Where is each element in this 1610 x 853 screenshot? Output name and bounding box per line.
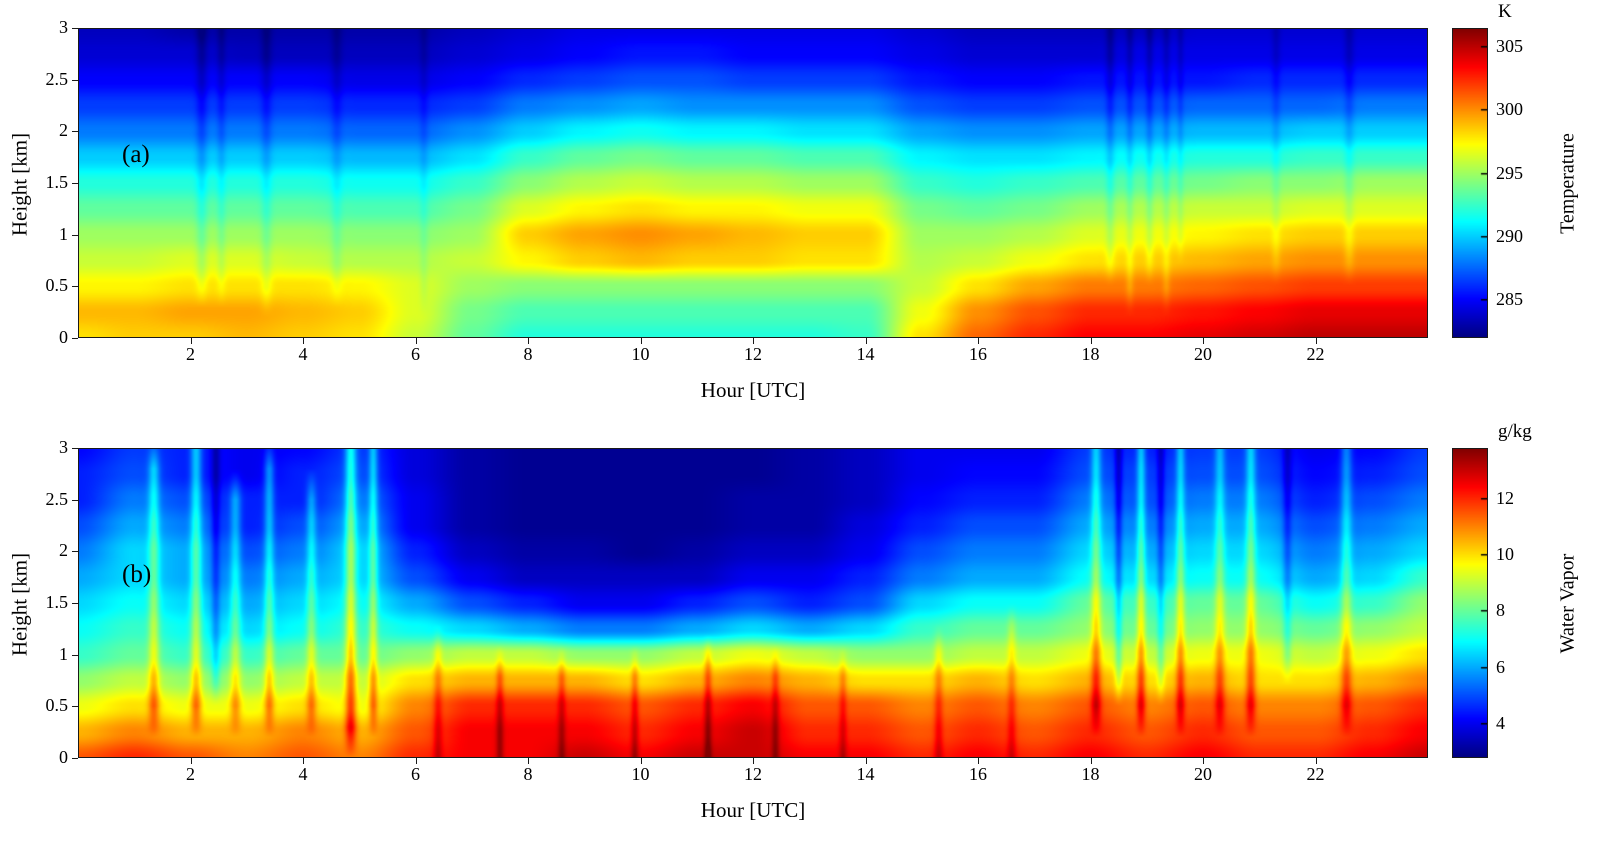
colorbar-tick-label: 12 [1496,487,1514,508]
water-vapor-heatmap-canvas [78,448,1428,758]
y-tick-label: 3 [59,17,68,37]
y-tick-label: 1.5 [45,172,69,192]
x-tick-mark [640,758,642,764]
x-tick-mark [1315,758,1317,764]
x-tick-label: 4 [298,344,308,364]
x-tick-mark [1203,758,1204,764]
x-tick-label: 8 [523,764,533,784]
x-tick-mark [1315,338,1317,344]
x-tick-label: 2 [186,764,195,784]
x-tick-mark [303,338,304,344]
colorbar-tick-label: 4 [1496,713,1505,734]
x-tick-mark [1090,758,1092,764]
y-tick-mark [72,499,78,501]
colorbar-title: Temperature [1556,133,1579,234]
colorbar-tick-label: 285 [1496,289,1523,310]
x-tick-mark [978,338,979,344]
x-tick-mark [190,758,192,764]
y-tick-mark [72,758,78,759]
y-tick-mark [72,551,78,553]
colorbar-tick-label: 290 [1496,225,1523,246]
panel-water-vapor: Height [km] (b) Hour [UTC] g/kg Water Va… [0,421,1610,848]
x-tick-label: 20 [1194,764,1212,784]
y-tick-label: 2.5 [45,488,69,509]
x-tick-label: 18 [1081,344,1100,364]
colorbar-unit-label: K [1498,1,1512,22]
x-tick-mark [753,758,754,764]
y-tick-label: 0.5 [45,275,69,296]
x-tick-label: 20 [1194,344,1212,364]
colorbar-tick-label: 8 [1496,600,1505,621]
x-tick-label: 18 [1081,764,1100,784]
y-tick-label: 2 [59,120,68,141]
x-tick-label: 22 [1306,344,1325,364]
x-tick-label: 12 [744,344,762,364]
y-tick-mark [72,338,78,339]
x-tick-label: 16 [969,764,987,784]
x-tick-mark [190,338,192,344]
y-tick-mark [72,603,78,604]
x-tick-label: 6 [411,764,420,784]
y-tick-label: 1.5 [45,592,69,612]
x-tick-label: 6 [411,344,420,364]
panel-temperature: Height [km] (a) Hour [UTC] K Temperature… [0,1,1610,428]
colorbar-tick-label: 300 [1496,99,1523,120]
y-tick-mark [72,448,78,449]
x-tick-label: 8 [523,344,533,364]
x-tick-label: 10 [631,344,650,364]
x-tick-mark [528,338,529,344]
water-vapor-colorbar-canvas [1452,448,1488,758]
x-tick-mark [1203,338,1204,344]
x-tick-label: 14 [856,764,875,784]
x-tick-label: 14 [856,344,875,364]
x-tick-mark [415,338,417,344]
y-tick-label: 1 [59,643,68,664]
x-tick-mark [978,758,979,764]
colorbar-tick-label: 10 [1496,544,1514,565]
colorbar-title: Water Vapor [1556,553,1579,654]
y-tick-label: 3 [59,437,68,457]
temperature-colorbar-canvas [1452,28,1488,338]
x-tick-mark [865,758,867,764]
colorbar-tick-label: 6 [1496,656,1505,677]
y-tick-mark [72,131,78,133]
x-tick-mark [1090,338,1092,344]
y-tick-mark [72,79,78,81]
y-tick-label: 0 [59,747,68,767]
y-tick-label: 2 [59,540,68,561]
x-tick-mark [415,758,417,764]
x-axis-label: Hour [UTC] [700,378,806,402]
colorbar-tick-label: 305 [1496,35,1523,56]
y-tick-mark [72,183,78,184]
x-axis-label: Hour [UTC] [700,798,806,822]
y-tick-mark [72,28,78,29]
x-tick-mark [640,338,642,344]
x-tick-label: 4 [298,764,308,784]
y-tick-mark [72,654,78,656]
y-tick-label: 1 [59,223,68,244]
temperature-heatmap-canvas [78,28,1428,338]
panel-letter-a: (a) [122,141,150,168]
x-tick-label: 16 [969,344,987,364]
x-tick-mark [528,758,529,764]
y-tick-mark [72,286,78,288]
y-tick-label: 0.5 [45,695,69,716]
x-tick-label: 10 [631,764,650,784]
x-tick-mark [865,338,867,344]
x-tick-label: 2 [186,344,195,364]
x-tick-mark [303,758,304,764]
x-tick-label: 22 [1306,764,1325,784]
x-tick-label: 12 [744,764,762,784]
y-tick-mark [72,706,78,708]
y-tick-label: 2.5 [45,68,69,89]
y-tick-mark [72,234,78,236]
colorbar-unit-label: g/kg [1498,421,1532,442]
panel-letter-b: (b) [122,561,152,588]
y-tick-label: 0 [59,327,68,347]
colorbar-tick-label: 295 [1496,162,1523,183]
x-tick-mark [753,338,754,344]
